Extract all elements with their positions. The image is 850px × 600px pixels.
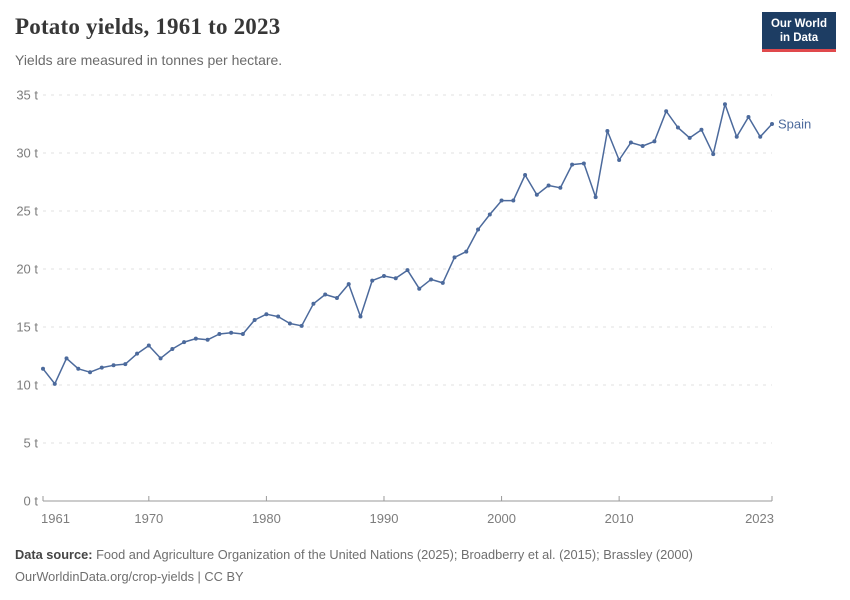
data-point-marker[interactable]: [711, 152, 716, 157]
data-point-marker[interactable]: [41, 366, 45, 371]
data-point-marker[interactable]: [182, 340, 187, 345]
data-point-marker[interactable]: [381, 273, 386, 278]
data-point-marker[interactable]: [746, 115, 751, 120]
data-point-marker[interactable]: [170, 347, 175, 352]
data-point-marker[interactable]: [770, 122, 774, 126]
data-point-marker[interactable]: [64, 356, 69, 361]
data-point-marker[interactable]: [229, 330, 234, 335]
y-tick-label: 0 t: [24, 494, 39, 509]
data-point-marker[interactable]: [687, 135, 692, 140]
series-line-spain[interactable]: [42, 103, 773, 385]
data-point-marker[interactable]: [287, 321, 292, 326]
x-tick-label: 2010: [605, 511, 634, 526]
data-point-marker[interactable]: [217, 331, 222, 336]
owid-logo[interactable]: Our World in Data: [761, 12, 836, 52]
data-point-marker[interactable]: [146, 343, 151, 348]
data-point-marker[interactable]: [111, 363, 116, 368]
data-point-marker[interactable]: [675, 125, 680, 130]
data-point-marker[interactable]: [135, 351, 140, 356]
owid-logo-line2: in Data: [779, 32, 819, 44]
data-point-marker[interactable]: [276, 314, 281, 319]
x-tick-label: 1961: [41, 511, 70, 526]
data-point-marker[interactable]: [299, 323, 304, 328]
data-point-marker[interactable]: [417, 286, 422, 291]
data-point-marker[interactable]: [193, 336, 198, 341]
data-point-marker[interactable]: [722, 102, 727, 107]
data-point-marker[interactable]: [534, 192, 539, 197]
data-point-marker[interactable]: [617, 157, 622, 162]
data-point-marker[interactable]: [52, 381, 57, 386]
data-point-marker[interactable]: [429, 277, 434, 282]
owid-logo-line1: Our World: [770, 18, 827, 30]
footer-datasource: Data source: Food and Agriculture Organi…: [15, 544, 775, 566]
data-point-marker[interactable]: [523, 173, 528, 178]
data-point-marker[interactable]: [628, 140, 633, 145]
data-point-marker[interactable]: [158, 356, 163, 361]
chart-subtitle: Yields are measured in tonnes per hectar…: [15, 52, 283, 68]
data-point-marker[interactable]: [699, 127, 704, 132]
y-tick-label: 25 t: [16, 204, 38, 219]
footer-datasource-label: Data source:: [15, 547, 93, 562]
data-point-marker[interactable]: [358, 314, 363, 319]
chart-footer: Data source: Food and Agriculture Organi…: [15, 544, 775, 588]
x-tick-label: 2000: [487, 511, 516, 526]
data-point-marker[interactable]: [546, 183, 551, 188]
y-tick-label: 10 t: [16, 378, 38, 393]
data-point-marker[interactable]: [393, 276, 398, 281]
data-point-marker[interactable]: [334, 296, 339, 300]
data-point-marker[interactable]: [311, 301, 316, 306]
data-point-marker[interactable]: [652, 139, 657, 144]
data-point-marker[interactable]: [487, 212, 492, 217]
data-point-marker[interactable]: [452, 255, 457, 260]
data-point-marker[interactable]: [758, 134, 763, 139]
y-tick-label: 35 t: [16, 88, 38, 103]
data-point-marker[interactable]: [264, 312, 269, 317]
data-point-marker[interactable]: [734, 134, 739, 139]
y-tick-label: 30 t: [16, 146, 38, 161]
x-tick-label: 1980: [252, 511, 281, 526]
data-point-marker[interactable]: [581, 161, 586, 166]
y-tick-label: 20 t: [16, 262, 38, 277]
data-point-marker[interactable]: [640, 144, 645, 149]
y-tick-label: 15 t: [16, 320, 38, 335]
data-point-marker[interactable]: [88, 370, 93, 375]
data-point-marker[interactable]: [499, 198, 504, 203]
data-point-marker[interactable]: [240, 331, 245, 336]
data-point-marker[interactable]: [605, 128, 610, 133]
footer-datasource-text: Food and Agriculture Organization of the…: [92, 547, 693, 562]
data-point-marker[interactable]: [323, 292, 328, 297]
x-tick-label: 1970: [134, 511, 163, 526]
data-point-marker[interactable]: [593, 195, 598, 200]
data-point-marker[interactable]: [76, 366, 81, 371]
data-point-marker[interactable]: [511, 198, 516, 203]
data-point-marker[interactable]: [252, 318, 257, 323]
data-point-marker[interactable]: [346, 282, 351, 287]
data-point-marker[interactable]: [464, 249, 469, 254]
data-point-marker[interactable]: [476, 227, 481, 232]
series-label-spain[interactable]: Spain: [778, 117, 811, 132]
data-point-marker[interactable]: [123, 362, 128, 367]
x-tick-label: 2023: [745, 511, 774, 526]
data-point-marker[interactable]: [205, 337, 210, 342]
data-point-marker[interactable]: [558, 185, 563, 190]
data-point-marker[interactable]: [405, 268, 410, 273]
footer-link[interactable]: OurWorldinData.org/crop-yields | CC BY: [15, 568, 244, 584]
data-point-marker[interactable]: [440, 280, 445, 285]
data-point-marker[interactable]: [664, 109, 669, 114]
data-point-marker[interactable]: [370, 278, 375, 283]
x-tick-label: 1990: [370, 511, 399, 526]
y-tick-label: 5 t: [24, 436, 39, 451]
data-point-marker[interactable]: [99, 365, 104, 370]
chart-title: Potato yields, 1961 to 2023: [15, 14, 281, 39]
data-point-marker[interactable]: [570, 162, 575, 167]
